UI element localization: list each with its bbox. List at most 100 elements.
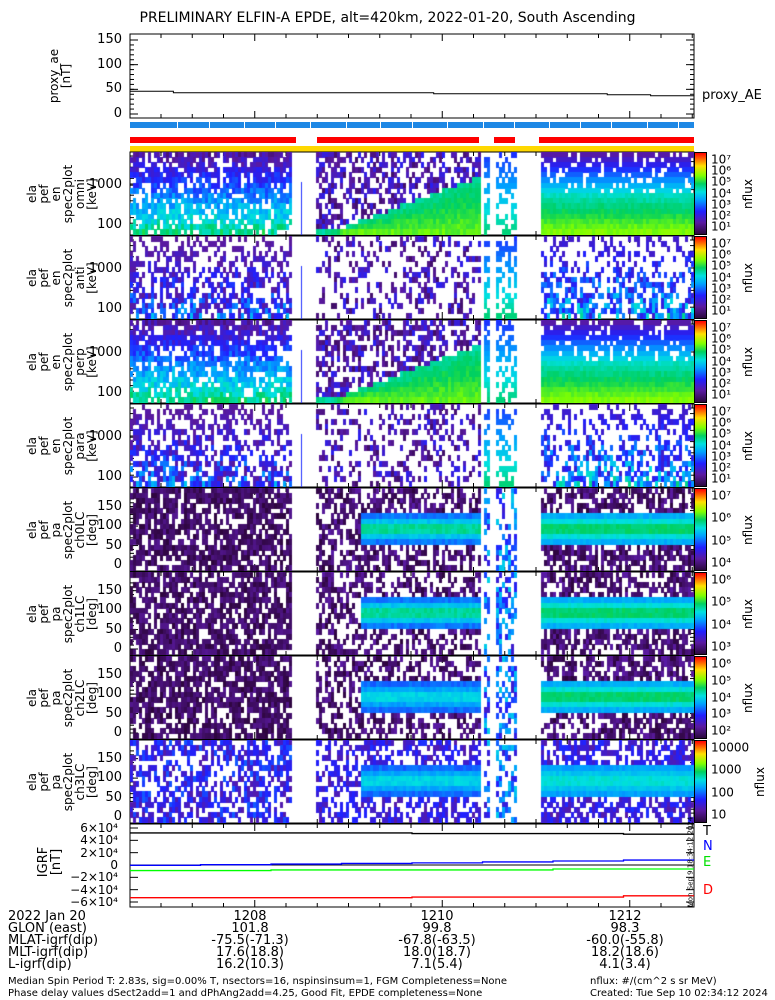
colorbar-tick-label: 10⁶ [711, 656, 732, 671]
proxy-ae-panel-frame [129, 33, 695, 119]
energy-ytick: 100 [97, 469, 122, 485]
info-col-1210: 1210 99.8 -67.8(-63.5) 18.0(18.7) 7.1(5.… [398, 909, 476, 972]
colorbar-ch1 [694, 572, 707, 655]
pa-ytick: 150 [97, 498, 122, 514]
colorbar-tick-label: 10⁷ [711, 404, 732, 419]
colorbar-tick-label: 10⁶ [711, 163, 732, 178]
data-coverage-bar-segment [494, 137, 515, 143]
energy-ytick: 100 [97, 385, 122, 401]
colorbar-tick-label: 10² [711, 723, 732, 738]
proxy-ae-ytick: 50 [105, 81, 122, 97]
colorbar-label: nflux [741, 347, 755, 377]
colorbar-tick-label: 10² [711, 376, 732, 391]
colorbar-tick-label: 10⁷ [711, 236, 732, 251]
spin-fit-bar-segment [130, 122, 177, 128]
colorbar-tick-label: 10⁶ [711, 247, 732, 262]
spin-fit-bar-segment [550, 122, 580, 128]
colorbar-tick-label: 10³ [711, 365, 732, 380]
colorbar-tick-label: 10⁵ [711, 258, 732, 273]
spin-fit-bar-segment [311, 122, 346, 128]
colorbar-label: nflux [741, 683, 755, 713]
pa-ytick: 0 [113, 725, 122, 740]
igrf-ytick: 6×10⁴ [80, 821, 118, 835]
colorbar-tick-label: 10⁵ [711, 594, 732, 609]
igrf-legend-t: T [703, 824, 711, 839]
footer-created: Created: Tue Sep 10 02:34:12 2024 [590, 988, 768, 999]
info-col-1212: 1212 98.3 -60.0(-55.8) 18.2(18.6) 4.1(3.… [586, 909, 664, 972]
colorbar-tick-label: 10⁶ [711, 415, 732, 430]
pa-ytick: 50 [105, 705, 122, 721]
data-coverage-bar-segment [539, 137, 694, 143]
spin-fit-bar-segment [448, 122, 483, 128]
spin-fit-bar-segment [612, 122, 647, 128]
colorbar-tick-label: 10⁴ [711, 270, 732, 284]
colorbar-ch3 [694, 740, 707, 823]
colorbar-label: nflux [741, 599, 755, 629]
proxy-ae-ytick: 0 [113, 106, 122, 121]
colorbar-tick-label: 10⁵ [711, 174, 732, 189]
igrf-ytick: −2×10⁴ [70, 870, 118, 885]
colorbar-tick-label: 10⁶ [711, 510, 732, 525]
colorbar-label: nflux [741, 263, 755, 293]
colorbar-tick-label: 10⁵ [711, 342, 732, 357]
colorbar-tick-label: 10000 [711, 740, 750, 755]
colorbar-label: nflux [741, 515, 755, 545]
colorbar-tick-label: 10⁷ [711, 488, 732, 503]
colorbar-tick-label: 10³ [711, 706, 732, 721]
ch0lc-pitch-angle-spectrogram [130, 488, 694, 571]
proxy-ae-line [130, 90, 694, 97]
pa-ytick: 150 [97, 666, 122, 682]
ch2lc-pitch-angle-spectrogram [130, 656, 694, 739]
igrf-ytick: −4×10⁴ [70, 882, 118, 897]
colorbar-tick-label: 10⁴ [711, 186, 732, 200]
colorbar-anti [694, 236, 707, 319]
colorbar-tick-label: 10³ [711, 639, 732, 654]
colorbar-tick-label: 10⁴ [711, 438, 732, 452]
pa-ytick: 0 [113, 557, 122, 572]
colorbar-tick-label: 10² [711, 292, 732, 307]
ch3lc-pitch-angle-spectrogram [130, 740, 694, 823]
energy-ylabel-anti: ela pef en spec2plot anti [keV] [25, 248, 99, 308]
spin-fit-bar-segment [381, 122, 412, 128]
colorbar-perp [694, 320, 707, 403]
proxy-ae-ytick: 100 [97, 56, 122, 72]
colorbar-tick-label: 10³ [711, 281, 732, 296]
perp-energy-spectrogram [130, 320, 694, 403]
colorbar-tick-label: 10³ [711, 197, 732, 212]
energy-ytick: 1000 [88, 261, 122, 277]
colorbar-tick-label: 10⁷ [711, 320, 732, 335]
energy-ytick: 100 [97, 217, 122, 233]
info-col-1208: 1208 101.8 -75.5(-71.3) 17.6(18.8) 16.2(… [211, 909, 289, 972]
igrf-line-t [130, 832, 694, 835]
footer-phase-info: Phase delay values dSect2add=1 and dPhAn… [8, 988, 483, 999]
plot-title: PRELIMINARY ELFIN-A EPDE, alt=420km, 202… [139, 10, 636, 26]
omni-energy-spectrogram [130, 152, 694, 235]
spin-fit-bar-segment [276, 122, 310, 128]
colorbar-tick-label: 10⁴ [711, 555, 732, 570]
energy-ytick: 100 [97, 301, 122, 317]
igrf-line-d [130, 895, 694, 899]
colorbar-label: nflux [741, 179, 755, 209]
colorbar-tick-label: 10⁴ [711, 354, 732, 368]
spin-fit-bar-segment [581, 122, 611, 128]
colorbar-tick-label: 1000 [711, 762, 742, 777]
colorbar-tick-label: 10⁵ [711, 533, 732, 548]
energy-ytick: 1000 [88, 345, 122, 361]
anti-energy-spectrogram [130, 236, 694, 319]
igrf-ytick: 2×10⁴ [80, 845, 118, 860]
igrf-legend-e: E [703, 855, 712, 870]
colorbar-tick-label: 10⁴ [711, 617, 732, 632]
igrf-ytick: 4×10⁴ [80, 833, 118, 848]
data-coverage-bar-segment [317, 137, 479, 143]
footer-spin-info: Median Spin Period T: 2.83s, sig=0.00% T… [8, 976, 508, 987]
pa-ytick: 100 [97, 686, 122, 702]
colorbar-tick-label: 10 [711, 807, 727, 822]
spin-fit-bar-segment [648, 122, 678, 128]
quality-bar [130, 146, 694, 152]
pa-ytick: 150 [97, 750, 122, 766]
colorbar-tick-label: 10³ [711, 449, 732, 464]
colorbar-tick-label: 10¹ [711, 387, 732, 402]
data-coverage-bar-segment [130, 137, 296, 143]
colorbar-omni [694, 152, 707, 235]
spin-fit-bar-segment [178, 122, 209, 128]
